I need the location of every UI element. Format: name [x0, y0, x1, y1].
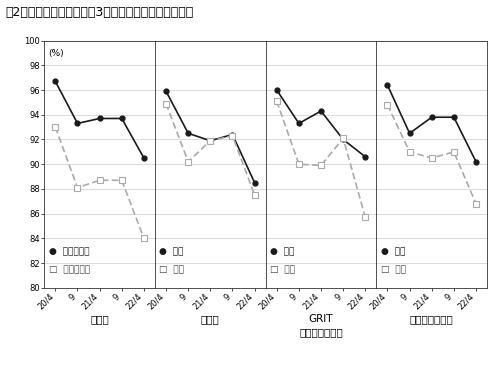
Text: ●  高い: ● 高い — [270, 247, 295, 256]
Text: □  低い: □ 低い — [270, 266, 295, 275]
Text: (%): (%) — [49, 49, 64, 58]
Text: □  低い: □ 低い — [381, 266, 406, 275]
X-axis label: 勤勉性: 勤勉性 — [201, 314, 220, 324]
X-axis label: ポジティブ志向: ポジティブ志向 — [410, 314, 454, 324]
Text: ●  リスク回避: ● リスク回避 — [49, 247, 89, 256]
Text: □  低い: □ 低い — [159, 266, 184, 275]
Text: 図2　個人特性別にみた「3密」を回避した割合の推移: 図2 個人特性別にみた「3密」を回避した割合の推移 — [5, 6, 193, 18]
Text: □  リスク愛好: □ リスク愛好 — [49, 266, 90, 275]
X-axis label: GRIT
（やり抜く力）: GRIT （やり抜く力） — [299, 314, 343, 338]
Text: ●  高い: ● 高い — [381, 247, 405, 256]
X-axis label: リスク: リスク — [90, 314, 109, 324]
Text: ●  高い: ● 高い — [159, 247, 184, 256]
